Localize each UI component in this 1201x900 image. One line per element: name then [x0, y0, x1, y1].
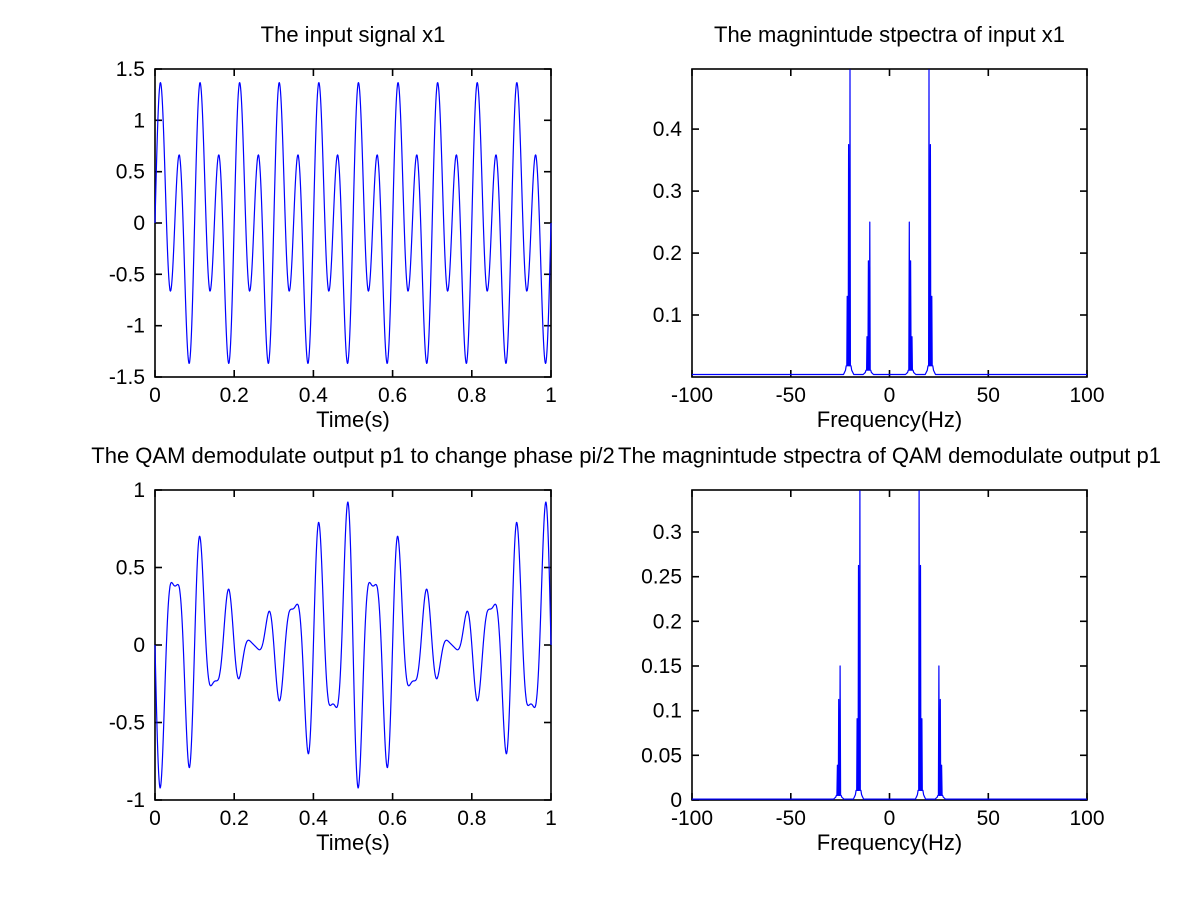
x-tick-label: 0	[884, 807, 896, 830]
y-tick-label: 1	[133, 109, 145, 132]
x-tick-label: -100	[671, 807, 713, 830]
y-tick-label: -1	[126, 789, 145, 812]
y-tick-label: 0.05	[641, 744, 682, 767]
y-tick-label: 0.25	[641, 566, 682, 589]
axes-frame	[691, 489, 1088, 801]
x-tick-label: 1	[545, 807, 557, 830]
y-tick-label: -0.5	[109, 712, 145, 735]
x-tick-label: -50	[776, 384, 806, 407]
x-tick-label: 100	[1069, 384, 1104, 407]
axes-frame	[691, 68, 1088, 378]
title-input-spectrum: The magnintude stpectra of input x1	[714, 22, 1065, 47]
x-axis-label-demod-spectrum: Frequency(Hz)	[816, 830, 963, 855]
title-demod-spectrum: The magnintude stpectra of QAM demodulat…	[618, 443, 1161, 468]
x-tick-label: 0.6	[378, 807, 407, 830]
x-tick-label: 0.8	[457, 384, 486, 407]
spectrum-trace	[692, 69, 1087, 376]
y-tick-label: 0	[670, 789, 682, 812]
title-demod-output: The QAM demodulate output p1 to change p…	[91, 443, 615, 468]
x-tick-label: 100	[1069, 807, 1104, 830]
y-tick-label: 0.3	[653, 521, 682, 544]
x-tick-label: 0	[149, 807, 161, 830]
x-tick-label: 0.8	[457, 807, 486, 830]
y-tick-label: -1	[126, 315, 145, 338]
y-tick-label: -1.5	[109, 366, 145, 389]
y-tick-label: 1.5	[116, 58, 145, 81]
y-tick-label: 1	[133, 479, 145, 502]
y-tick-label: 0.5	[116, 161, 145, 184]
x-tick-label: 0.2	[220, 384, 249, 407]
subplot-demod-output: 0 0.2 0.4 0.6 0.8 1 -1 -0.5 0 0.5 1	[109, 479, 557, 830]
x-tick-label: -100	[671, 384, 713, 407]
subplot-input-signal: 0 0.2 0.4 0.6 0.8 1 -1.5 -1 -0.5 0 0.5 1 1.5	[109, 58, 557, 407]
spectrum-trace	[692, 490, 1087, 800]
x-tick-label: 1	[545, 384, 557, 407]
y-tick-label: 0.3	[653, 180, 682, 203]
x-tick-label: -50	[776, 807, 806, 830]
y-tick-label: -0.5	[109, 263, 145, 286]
title-input-signal: The input signal x1	[260, 22, 446, 47]
y-tick-label: 0	[133, 634, 145, 657]
x-tick-label: 0.6	[378, 384, 407, 407]
x-tick-label: 0.4	[299, 807, 329, 830]
x-axis-label-demod-output: Time(s)	[316, 830, 390, 855]
y-tick-label: 0.5	[116, 557, 145, 580]
signal-trace	[154, 82, 552, 364]
y-tick-label: 0.4	[653, 118, 683, 141]
signal-trace	[154, 501, 552, 789]
x-tick-label: 0.4	[299, 384, 329, 407]
y-tick-label: 0	[133, 212, 145, 235]
y-tick-label: 0.2	[653, 242, 682, 265]
y-tick-label: 0.1	[653, 304, 682, 327]
subplot-demod-spectrum: -100 -50 0 50 100 0 0.05 0.1 0.15 0.2 0.25 0.3	[641, 489, 1105, 830]
x-tick-label: 0.2	[220, 807, 249, 830]
x-axis-label-input-signal: Time(s)	[316, 407, 390, 432]
y-tick-label: 0.1	[653, 700, 682, 723]
x-axis-label-input-spectrum: Frequency(Hz)	[816, 407, 963, 432]
x-tick-label: 50	[977, 384, 1000, 407]
subplot-input-spectrum: -100 -50 0 50 100 0.1 0.2 0.3 0.4	[653, 68, 1105, 407]
x-tick-label: 50	[977, 807, 1000, 830]
x-tick-label: 0	[149, 384, 161, 407]
x-tick-label: 0	[884, 384, 896, 407]
y-tick-label: 0.15	[641, 655, 682, 678]
y-tick-label: 0.2	[653, 610, 682, 633]
